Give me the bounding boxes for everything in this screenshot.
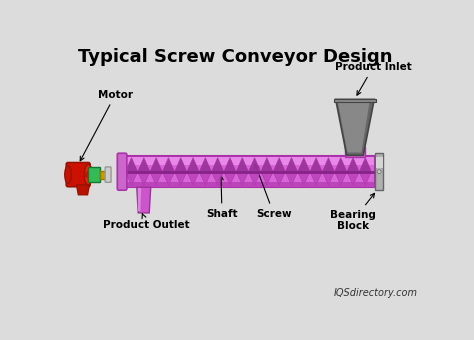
FancyBboxPatch shape xyxy=(66,163,90,187)
Polygon shape xyxy=(248,172,261,185)
Polygon shape xyxy=(285,158,298,172)
Polygon shape xyxy=(322,172,335,185)
Polygon shape xyxy=(248,158,261,172)
Polygon shape xyxy=(150,158,162,172)
Polygon shape xyxy=(335,172,347,185)
Polygon shape xyxy=(76,185,90,195)
Polygon shape xyxy=(310,158,322,172)
Polygon shape xyxy=(337,100,370,152)
Polygon shape xyxy=(224,172,236,185)
Text: Screw: Screw xyxy=(255,165,292,219)
Polygon shape xyxy=(322,158,335,172)
Circle shape xyxy=(378,171,380,172)
Bar xyxy=(375,153,383,190)
Text: IQSdirectory.com: IQSdirectory.com xyxy=(333,288,418,298)
Bar xyxy=(345,147,365,157)
Polygon shape xyxy=(162,158,174,172)
Polygon shape xyxy=(187,158,199,172)
Polygon shape xyxy=(359,158,372,172)
Polygon shape xyxy=(273,172,285,185)
Polygon shape xyxy=(211,158,224,172)
Bar xyxy=(88,167,100,182)
Polygon shape xyxy=(174,172,187,185)
Polygon shape xyxy=(211,172,224,185)
Polygon shape xyxy=(236,172,248,185)
FancyBboxPatch shape xyxy=(117,153,127,190)
Polygon shape xyxy=(298,172,310,185)
Bar xyxy=(122,156,375,187)
Polygon shape xyxy=(80,185,88,190)
Polygon shape xyxy=(347,158,359,172)
Text: Typical Screw Conveyor Design: Typical Screw Conveyor Design xyxy=(78,48,393,66)
Polygon shape xyxy=(137,158,150,172)
Polygon shape xyxy=(150,172,162,185)
Polygon shape xyxy=(174,158,187,172)
Bar xyxy=(100,171,106,178)
Polygon shape xyxy=(347,172,359,185)
Polygon shape xyxy=(336,99,374,155)
Polygon shape xyxy=(285,172,298,185)
FancyBboxPatch shape xyxy=(105,167,111,182)
Ellipse shape xyxy=(84,164,92,185)
Polygon shape xyxy=(359,172,372,185)
Polygon shape xyxy=(138,188,141,211)
Polygon shape xyxy=(236,158,248,172)
Polygon shape xyxy=(162,172,174,185)
Text: Bearing
Block: Bearing Block xyxy=(330,193,376,231)
Polygon shape xyxy=(137,187,151,213)
Polygon shape xyxy=(187,172,199,185)
Polygon shape xyxy=(224,158,236,172)
Polygon shape xyxy=(261,172,273,185)
Bar xyxy=(334,99,376,102)
Bar xyxy=(122,182,374,187)
Text: Motor: Motor xyxy=(80,89,133,161)
Polygon shape xyxy=(335,158,347,172)
Bar xyxy=(122,157,374,165)
Bar xyxy=(376,157,383,168)
Text: Product Inlet: Product Inlet xyxy=(335,62,411,95)
Ellipse shape xyxy=(65,166,72,183)
Text: Product Outlet: Product Outlet xyxy=(103,214,190,230)
Text: Shaft: Shaft xyxy=(206,176,238,219)
Polygon shape xyxy=(261,158,273,172)
Polygon shape xyxy=(199,158,211,172)
Circle shape xyxy=(85,172,91,177)
Circle shape xyxy=(378,170,381,173)
Polygon shape xyxy=(273,158,285,172)
Polygon shape xyxy=(125,172,137,185)
Polygon shape xyxy=(137,172,150,185)
Polygon shape xyxy=(199,172,211,185)
Polygon shape xyxy=(125,158,137,172)
Polygon shape xyxy=(310,172,322,185)
Polygon shape xyxy=(298,158,310,172)
